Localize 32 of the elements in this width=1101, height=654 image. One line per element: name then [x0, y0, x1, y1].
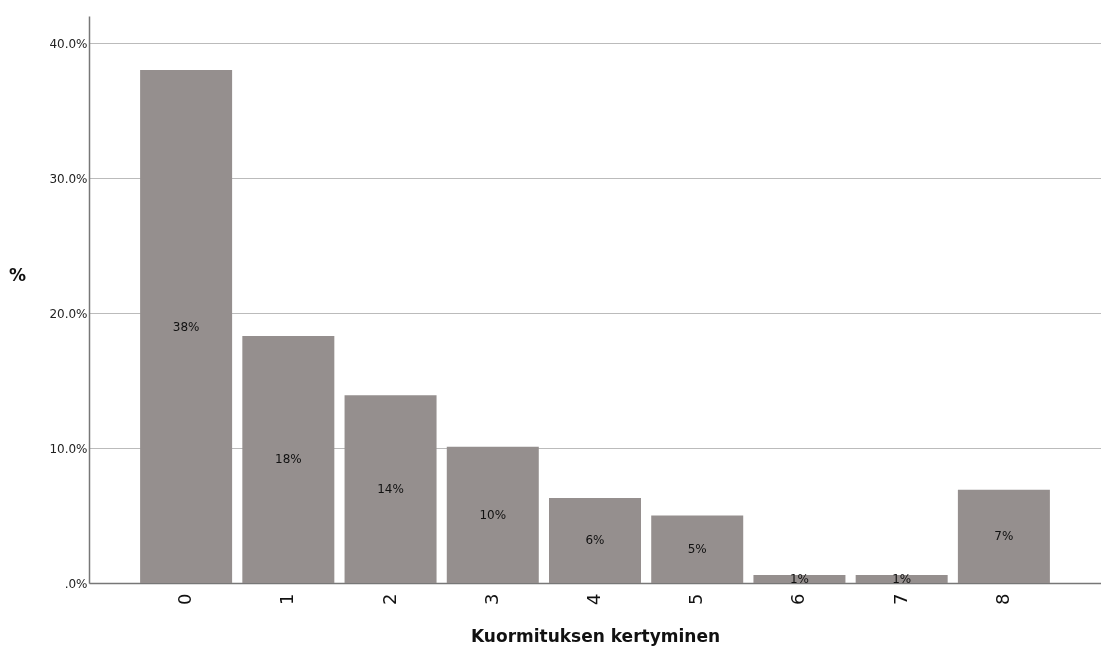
x-tick-label: 3: [480, 593, 502, 605]
data-label: 1%: [892, 571, 912, 586]
bar: [344, 395, 437, 583]
data-label: 6%: [585, 533, 605, 548]
x-tick-label: 7: [889, 593, 911, 605]
y-tick-label: .0%: [64, 576, 88, 591]
bar: [140, 70, 233, 583]
x-tick-label: 5: [685, 593, 707, 605]
y-tick-label: 40.0%: [49, 36, 88, 51]
y-axis-title: %: [8, 264, 27, 285]
x-tick-label: 0: [174, 593, 196, 605]
x-tick-label: 2: [378, 593, 400, 605]
data-label: 14%: [377, 482, 404, 497]
x-tick-label: 8: [991, 593, 1013, 605]
data-label: 7%: [994, 529, 1014, 544]
data-label: 1%: [789, 571, 809, 586]
data-label: 18%: [275, 452, 302, 467]
x-axis-title: Kuormituksen kertyminen: [470, 625, 721, 646]
data-label: 38%: [172, 319, 200, 334]
x-tick-label: 4: [583, 593, 604, 605]
y-tick-label: 20.0%: [49, 306, 88, 321]
bar: [242, 335, 335, 583]
y-tick-label: 10.0%: [49, 441, 88, 456]
bar: [957, 489, 1050, 583]
data-label: 5%: [687, 542, 707, 557]
y-tick-label: 30.0%: [49, 171, 88, 186]
bar: [651, 515, 744, 583]
x-tick-label: 6: [787, 593, 809, 605]
bar: [446, 446, 539, 583]
bar: [549, 497, 641, 583]
x-tick-label: 1: [276, 593, 298, 605]
data-label: 10%: [479, 507, 507, 522]
